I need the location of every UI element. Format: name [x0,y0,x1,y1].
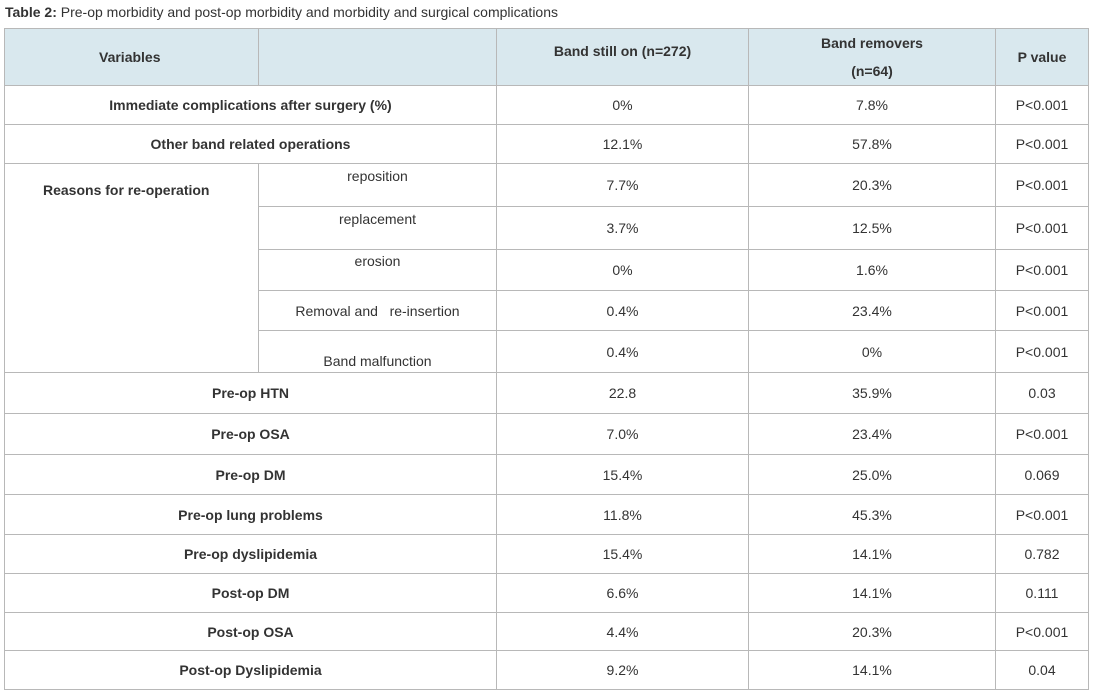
cell-band-still-on: 7.7% [496,163,749,207]
table-caption-text: Pre-op morbidity and post-op morbidity a… [60,4,558,20]
row-label: Immediate complications after surgery (%… [4,85,497,125]
table-row: Pre-op OSA 7.0% 23.4% P<0.001 [4,413,1089,455]
reason-label-text: Band malfunction [323,352,432,369]
table-caption-label: Table 2: [5,4,57,20]
table-row: Other band related operations 12.1% 57.8… [4,124,1089,164]
cell-band-removers: 0% [748,330,996,373]
cell-band-still-on: 22.8 [496,372,749,414]
row-label: Post-op DM [4,573,497,613]
cell-p-value: P<0.001 [995,206,1089,250]
header-band-removers: Band removers (n=64) [748,28,996,86]
cell-band-removers: 25.0% [748,454,996,495]
row-label: Other band related operations [4,124,497,164]
row-label: Pre-op dyslipidemia [4,534,497,574]
cell-band-still-on: 6.6% [496,573,749,613]
table-row: Pre-op HTN 22.8 35.9% 0.03 [4,372,1089,414]
cell-band-removers: 14.1% [748,650,996,690]
cell-band-still-on: 0.4% [496,330,749,373]
cell-p-value: P<0.001 [995,163,1089,207]
cell-band-still-on: 3.7% [496,206,749,250]
reason-label-text: erosion [354,253,401,269]
cell-p-value: P<0.001 [995,413,1089,455]
cell-p-value: P<0.001 [995,494,1089,535]
reason-label: replacement [258,206,497,250]
reason-label: Band malfunction [258,330,497,373]
cell-band-removers: 23.4% [748,290,996,331]
table-row: Pre-op dyslipidemia 15.4% 14.1% 0.782 [4,534,1089,574]
cell-band-still-on: 9.2% [496,650,749,690]
cell-band-still-on: 15.4% [496,454,749,495]
reason-label-text: replacement [338,211,417,227]
cell-p-value: P<0.001 [995,249,1089,291]
header-variables-sub [258,28,497,86]
cell-band-removers: 57.8% [748,124,996,164]
header-row: Variables Band still on (n=272) Band rem… [4,28,1089,86]
cell-band-removers: 20.3% [748,163,996,207]
cell-band-still-on: 4.4% [496,612,749,651]
header-variables: Variables [4,28,259,86]
row-label: Post-op OSA [4,612,497,651]
cell-band-still-on: 11.8% [496,494,749,535]
cell-band-still-on: 15.4% [496,534,749,574]
data-table: Variables Band still on (n=272) Band rem… [4,28,1089,690]
cell-band-still-on: 0% [496,85,749,125]
cell-p-value: 0.111 [995,573,1089,613]
table-row: Pre-op lung problems 11.8% 45.3% P<0.001 [4,494,1089,535]
header-band-removers-line2: (n=64) [851,63,893,79]
header-p-value: P value [995,28,1089,86]
header-band-still-on: Band still on (n=272) [496,28,749,86]
cell-p-value: P<0.001 [995,124,1089,164]
cell-p-value: P<0.001 [995,612,1089,651]
reasons-label: Reasons for re-operation [4,163,259,373]
table-row: replacement 3.7% 12.5% P<0.001 [5,206,1089,250]
cell-band-removers: 35.9% [748,372,996,414]
header-band-still-on-text: Band still on (n=272) [553,43,692,59]
cell-p-value: P<0.001 [995,290,1089,331]
table-row: erosion 0% 1.6% P<0.001 [5,249,1089,291]
table-row: Post-op DM 6.6% 14.1% 0.111 [4,573,1089,613]
table-row: Immediate complications after surgery (%… [4,85,1089,125]
cell-band-removers: 45.3% [748,494,996,535]
table-row: Band malfunction 0.4% 0% P<0.001 [5,330,1089,373]
cell-p-value: 0.04 [995,650,1089,690]
reason-label: Removal and re-insertion [258,290,497,331]
cell-p-value: P<0.001 [995,85,1089,125]
cell-band-removers: 14.1% [748,573,996,613]
reason-label: reposition [258,163,497,207]
row-label: Pre-op OSA [4,413,497,455]
table-row: Reasons for re-operation reposition 7.7%… [4,163,1089,373]
table-row: Post-op OSA 4.4% 20.3% P<0.001 [4,612,1089,651]
reason-label-text: reposition [347,168,408,184]
cell-p-value: 0.03 [995,372,1089,414]
cell-p-value: 0.782 [995,534,1089,574]
cell-band-removers: 12.5% [748,206,996,250]
cell-band-still-on: 12.1% [496,124,749,164]
header-band-removers-line1: Band removers [821,35,923,51]
cell-p-value: P<0.001 [995,330,1089,373]
row-label: Post-op Dyslipidemia [4,650,497,690]
row-label: Pre-op DM [4,454,497,495]
cell-band-removers: 14.1% [748,534,996,574]
cell-band-still-on: 7.0% [496,413,749,455]
table-caption: Table 2: Pre-op morbidity and post-op mo… [5,4,558,20]
cell-band-removers: 7.8% [748,85,996,125]
cell-band-still-on: 0.4% [496,290,749,331]
table-row: Pre-op DM 15.4% 25.0% 0.069 [4,454,1089,495]
table-row: Post-op Dyslipidemia 9.2% 14.1% 0.04 [4,650,1089,690]
cell-band-still-on: 0% [496,249,749,291]
cell-band-removers: 20.3% [748,612,996,651]
reason-label: erosion [258,249,497,291]
row-label: Pre-op lung problems [4,494,497,535]
cell-band-removers: 23.4% [748,413,996,455]
cell-band-removers: 1.6% [748,249,996,291]
row-label: Pre-op HTN [4,372,497,414]
cell-p-value: 0.069 [995,454,1089,495]
table-row: Removal and re-insertion 0.4% 23.4% P<0.… [5,290,1089,331]
